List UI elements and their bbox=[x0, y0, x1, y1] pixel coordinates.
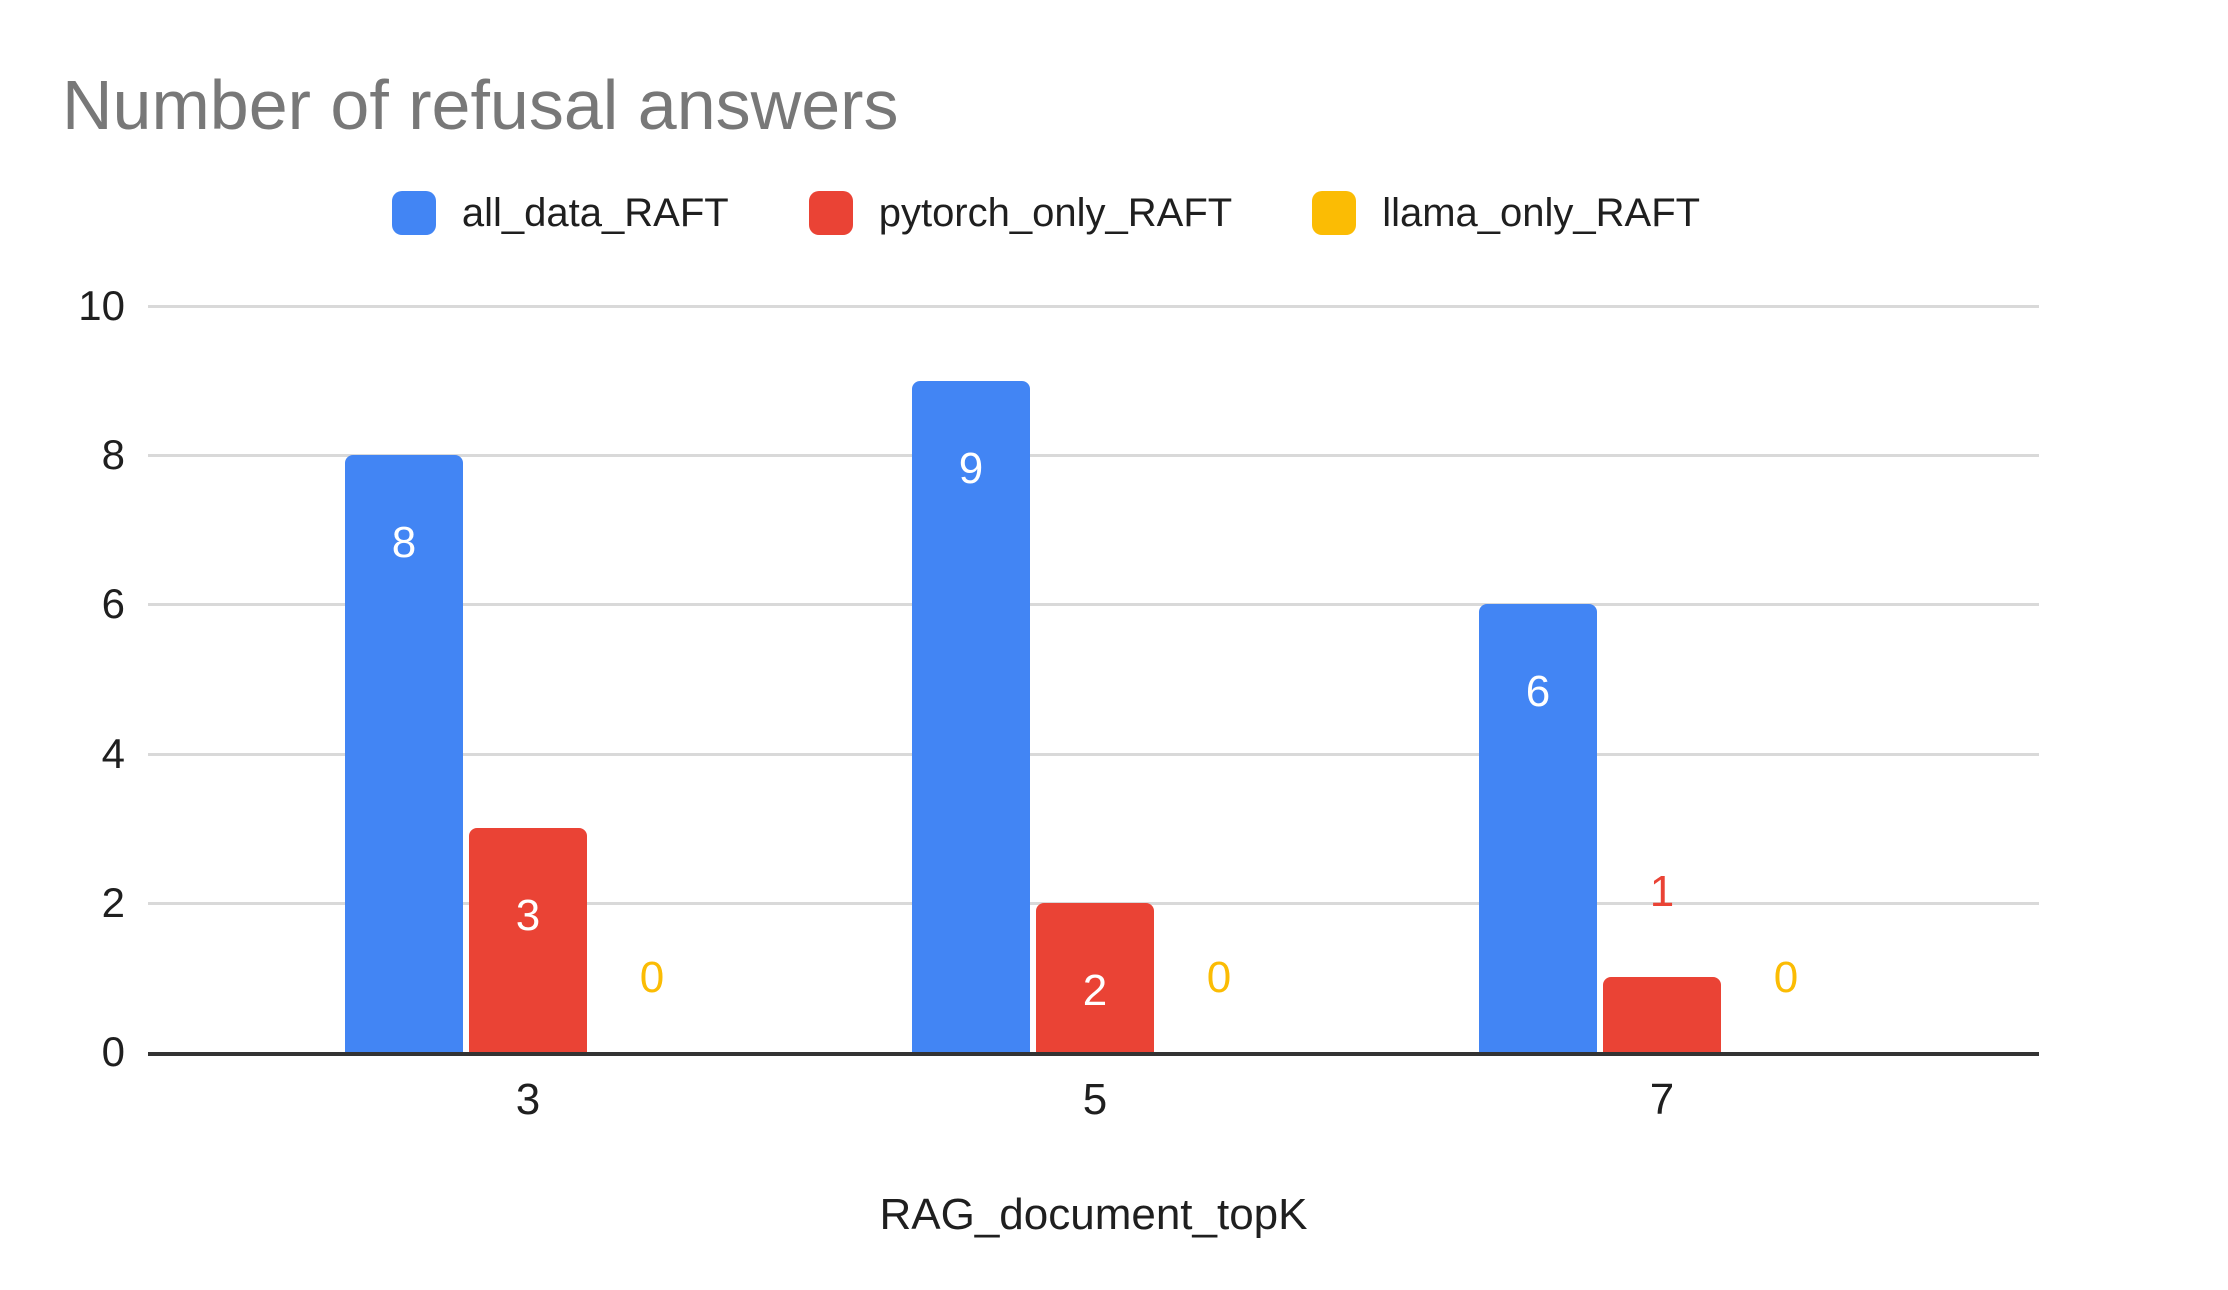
legend-label: pytorch_only_RAFT bbox=[878, 191, 1233, 235]
bar-all_data_RAFT-topK5: 9 bbox=[912, 381, 1030, 1052]
chart-title: Number of refusal answers bbox=[62, 66, 899, 144]
legend-item-all_data_RAFT: all_data_RAFT bbox=[391, 191, 729, 235]
bar-all_data_RAFT-topK3: 8 bbox=[345, 455, 463, 1052]
bar-value-label: 3 bbox=[515, 891, 541, 940]
legend-label: all_data_RAFT bbox=[461, 191, 729, 235]
y-axis-label: 4 bbox=[101, 729, 125, 777]
legend-swatch-icon bbox=[808, 191, 853, 235]
x-axis-label: 7 bbox=[1649, 1075, 1675, 1124]
gridline bbox=[148, 603, 2039, 607]
y-axis-label: 6 bbox=[101, 580, 125, 628]
bar-value-label: 0 bbox=[639, 953, 665, 1002]
plot-area: 8 3 0 3 9 2 0 5 6 1 0 7 bbox=[148, 305, 2039, 1122]
x-axis-label: 5 bbox=[1082, 1075, 1108, 1124]
y-axis-label: 10 bbox=[78, 282, 125, 329]
y-axis-label: 0 bbox=[101, 1028, 125, 1075]
gridline bbox=[148, 752, 2039, 756]
legend-item-llama_only_RAFT: llama_only_RAFT bbox=[1312, 191, 1700, 235]
legend-swatch-icon bbox=[1312, 191, 1357, 235]
bar-all_data_RAFT-topK7: 6 bbox=[1479, 604, 1597, 1052]
bar-value-label: 2 bbox=[1082, 966, 1108, 1015]
bar-pytorch_only_RAFT-topK7 bbox=[1603, 977, 1721, 1052]
legend-label: llama_only_RAFT bbox=[1382, 191, 1701, 235]
bar-pytorch_only_RAFT-topK3: 3 bbox=[469, 828, 587, 1052]
gridline bbox=[148, 305, 2039, 308]
bar-value-label: 8 bbox=[391, 518, 417, 567]
chart-legend: all_data_RAFT pytorch_only_RAFT llama_only… bbox=[0, 190, 2092, 236]
bar-pytorch_only_RAFT-topK5: 2 bbox=[1036, 903, 1154, 1052]
legend-item-pytorch_only_RAFT: pytorch_only_RAFT bbox=[808, 191, 1233, 235]
bar-value-label: 1 bbox=[1649, 867, 1675, 916]
bar-value-label: 0 bbox=[1773, 953, 1799, 1002]
gridline bbox=[148, 454, 2039, 458]
y-axis-label: 2 bbox=[101, 878, 125, 926]
bar-value-label: 0 bbox=[1206, 953, 1232, 1002]
bar-value-label: 6 bbox=[1525, 667, 1551, 716]
y-axis-labels: 0 2 4 6 8 10 bbox=[0, 0, 125, 1290]
x-axis-line bbox=[148, 1052, 2039, 1056]
bar-value-label: 9 bbox=[958, 444, 984, 493]
x-axis-title: RAG_document_topK bbox=[879, 1190, 1308, 1239]
x-axis-label: 3 bbox=[515, 1075, 541, 1124]
y-axis-label: 8 bbox=[101, 431, 125, 479]
legend-swatch-icon bbox=[391, 191, 436, 235]
